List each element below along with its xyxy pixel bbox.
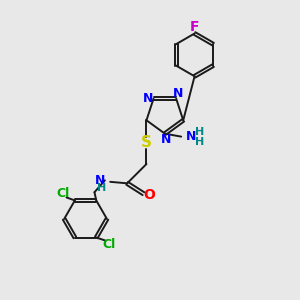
Text: H: H <box>195 137 204 147</box>
Text: O: O <box>143 188 155 202</box>
Text: N: N <box>94 174 105 187</box>
Text: S: S <box>141 135 152 150</box>
Text: Cl: Cl <box>102 238 116 251</box>
Text: H: H <box>97 183 106 194</box>
Text: N: N <box>161 133 172 146</box>
Text: Cl: Cl <box>56 187 70 200</box>
Text: N: N <box>143 92 153 105</box>
Text: N: N <box>186 130 196 142</box>
Text: H: H <box>195 128 204 137</box>
Text: F: F <box>190 20 199 34</box>
Text: N: N <box>172 87 183 100</box>
